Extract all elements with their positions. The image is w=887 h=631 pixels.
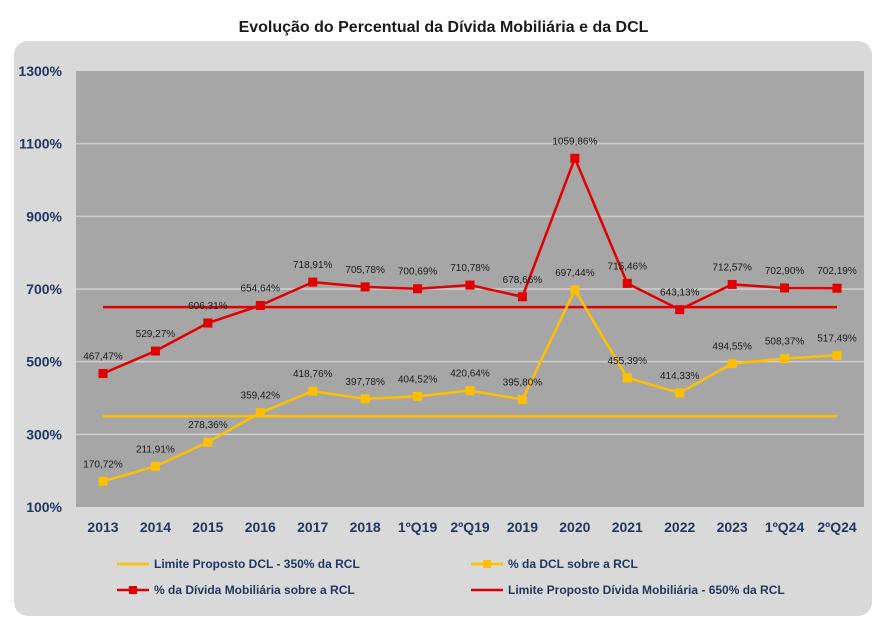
data-label: 702,19%: [817, 266, 857, 277]
data-label: 529,27%: [136, 329, 176, 340]
legend-label: Limite Proposto DCL - 350% da RCL: [154, 557, 360, 571]
y-tick-label: 100%: [26, 499, 62, 515]
legend-label: % da Dívida Mobiliária sobre a RCL: [154, 583, 355, 597]
data-label: 211,91%: [136, 444, 175, 455]
data-point: [413, 391, 423, 401]
y-tick-label: 1300%: [18, 63, 62, 79]
data-label: 455,39%: [608, 356, 648, 367]
data-point: [622, 373, 632, 383]
data-label: 170,72%: [83, 459, 123, 470]
data-label: 715,46%: [608, 261, 648, 272]
data-point: [780, 354, 790, 364]
legend-marker: [129, 586, 137, 594]
data-point: [98, 476, 108, 486]
data-point: [98, 368, 108, 378]
x-tick-label: 2020: [559, 519, 590, 535]
data-label: 718,91%: [293, 260, 333, 271]
data-point: [465, 280, 475, 290]
data-point: [675, 305, 685, 315]
data-point: [203, 437, 213, 447]
data-label: 710,78%: [450, 263, 490, 274]
data-point: [360, 282, 370, 292]
data-point: [360, 394, 370, 404]
x-tick-label: 2022: [664, 519, 695, 535]
data-label: 712,57%: [712, 262, 752, 273]
x-tick-label: 2ºQ19: [450, 519, 490, 535]
data-point: [413, 284, 423, 294]
data-point: [622, 278, 632, 288]
data-point: [255, 408, 265, 418]
data-label: 654,64%: [241, 283, 281, 294]
y-tick-label: 900%: [26, 208, 62, 224]
data-point: [308, 386, 318, 396]
x-tick-label: 1ºQ19: [398, 519, 438, 535]
data-label: 705,78%: [345, 265, 385, 276]
legend-label: % da DCL sobre a RCL: [508, 557, 638, 571]
data-point: [308, 277, 318, 287]
data-point: [832, 350, 842, 360]
data-label: 508,37%: [765, 337, 805, 348]
x-tick-label: 2023: [717, 519, 748, 535]
legend-marker: [483, 560, 491, 568]
data-label: 397,78%: [345, 377, 385, 388]
data-point: [675, 388, 685, 398]
x-tick-label: 2018: [350, 519, 381, 535]
x-tick-label: 2013: [87, 519, 118, 535]
data-point: [517, 292, 527, 302]
data-point: [832, 283, 842, 293]
x-tick-label: 2021: [612, 519, 643, 535]
x-tick-label: 2014: [140, 519, 171, 535]
data-point: [570, 285, 580, 295]
data-label: 395,80%: [503, 378, 543, 389]
legend-label: Limite Proposto Dívida Mobiliária - 650%…: [508, 583, 785, 597]
data-label: 1059,86%: [552, 136, 597, 147]
data-label: 278,36%: [188, 420, 228, 431]
chart-title: Evolução do Percentual da Dívida Mobiliá…: [238, 19, 649, 36]
data-label: 420,64%: [450, 369, 490, 380]
data-point: [150, 346, 160, 356]
data-label: 517,49%: [817, 333, 857, 344]
data-point: [517, 395, 527, 405]
y-tick-label: 700%: [26, 281, 62, 297]
y-tick-label: 1100%: [19, 136, 62, 152]
data-point: [150, 461, 160, 471]
data-point: [255, 300, 265, 310]
data-label: 359,42%: [241, 391, 281, 402]
x-tick-label: 1ºQ24: [765, 519, 805, 535]
data-point: [780, 283, 790, 293]
data-label: 414,33%: [660, 371, 700, 382]
data-point: [727, 279, 737, 289]
data-label: 702,90%: [765, 266, 805, 277]
data-point: [465, 386, 475, 396]
data-point: [727, 359, 737, 369]
y-tick-label: 300%: [26, 426, 62, 442]
data-label: 697,44%: [555, 268, 595, 279]
data-label: 678,66%: [503, 275, 543, 286]
data-label: 700,69%: [398, 267, 438, 278]
x-tick-label: 2ºQ24: [817, 519, 857, 535]
data-label: 606,31%: [188, 301, 228, 312]
y-tick-label: 500%: [26, 354, 62, 370]
data-label: 418,76%: [293, 369, 333, 380]
data-point: [570, 153, 580, 163]
data-label: 467,47%: [83, 351, 123, 362]
x-tick-label: 2015: [192, 519, 223, 535]
data-label: 494,55%: [712, 342, 752, 353]
data-label: 643,13%: [660, 288, 700, 299]
x-tick-label: 2017: [297, 519, 328, 535]
x-tick-label: 2019: [507, 519, 538, 535]
data-point: [203, 318, 213, 328]
data-label: 404,52%: [398, 374, 438, 385]
x-tick-label: 2016: [245, 519, 276, 535]
